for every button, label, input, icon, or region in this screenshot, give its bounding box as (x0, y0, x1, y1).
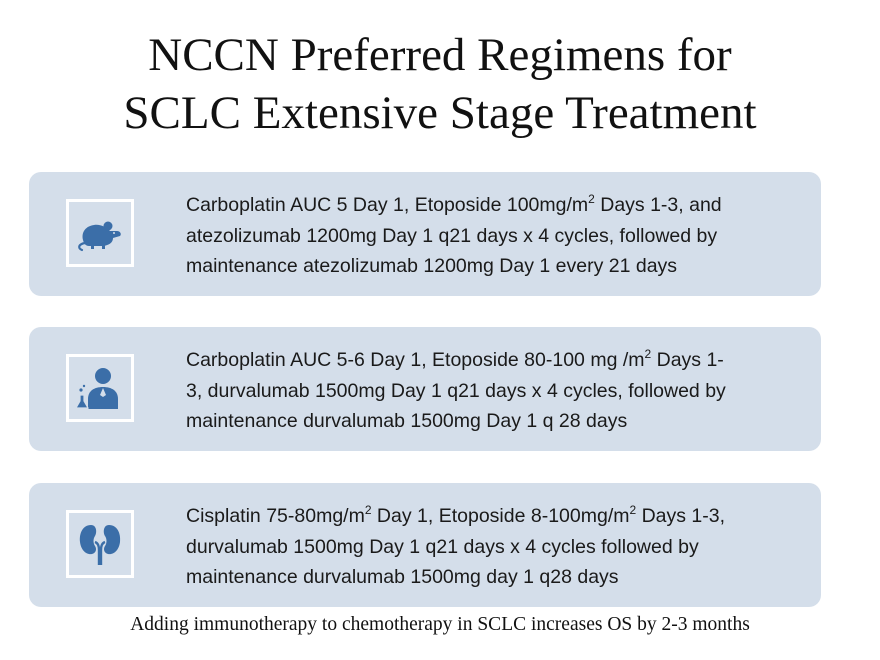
regimen-card-atezolizumab: Carboplatin AUC 5 Day 1, Etoposide 100mg… (29, 172, 821, 296)
footer-note: Adding immunotherapy to chemotherapy in … (130, 614, 750, 635)
regimen-card-durvalumab-cisplatin: Cisplatin 75-80mg/m2 Day 1, Etoposide 8-… (29, 483, 821, 607)
regimen-line: 3, durvalumab 1500mg Day 1 q21 days x 4 … (186, 379, 726, 402)
regimen-line: atezolizumab 1200mg Day 1 q21 days x 4 c… (186, 224, 718, 247)
mouse-icon (78, 221, 121, 252)
scientist-icon (74, 368, 118, 409)
regimen-text: Cisplatin 75-80mg/m2 Day 1, Etoposide 8-… (186, 501, 811, 593)
regimen-text: Carboplatin AUC 5-6 Day 1, Etoposide 80-… (186, 345, 811, 437)
slide-title: NCCN Preferred Regimens for SCLC Extensi… (0, 26, 880, 142)
icon-frame (66, 199, 134, 267)
regimen-text: Carboplatin AUC 5 Day 1, Etoposide 100mg… (186, 190, 811, 282)
regimen-line: Carboplatin AUC 5 Day 1, Etoposide 100mg… (186, 191, 722, 217)
regimen-line: maintenance atezolizumab 1200mg Day 1 ev… (186, 255, 678, 277)
kidneys-icon (79, 525, 121, 565)
title-line-1: NCCN Preferred Regimens for (148, 29, 732, 81)
regimen-line: Cisplatin 75-80mg/m2 Day 1, Etoposide 8-… (186, 502, 726, 528)
regimen-line: Carboplatin AUC 5-6 Day 1, Etoposide 80-… (186, 346, 724, 372)
icon-frame (66, 354, 134, 422)
title-line-2: SCLC Extensive Stage Treatment (123, 87, 757, 139)
regimen-line: maintenance durvalumab 1500mg Day 1 q 28… (186, 410, 628, 432)
regimen-line: durvalumab 1500mg Day 1 q21 days x 4 cyc… (186, 535, 699, 558)
regimen-line: maintenance durvalumab 1500mg day 1 q28 … (186, 566, 619, 588)
regimen-card-durvalumab-carboplatin: Carboplatin AUC 5-6 Day 1, Etoposide 80-… (29, 327, 821, 451)
icon-frame (66, 510, 134, 578)
